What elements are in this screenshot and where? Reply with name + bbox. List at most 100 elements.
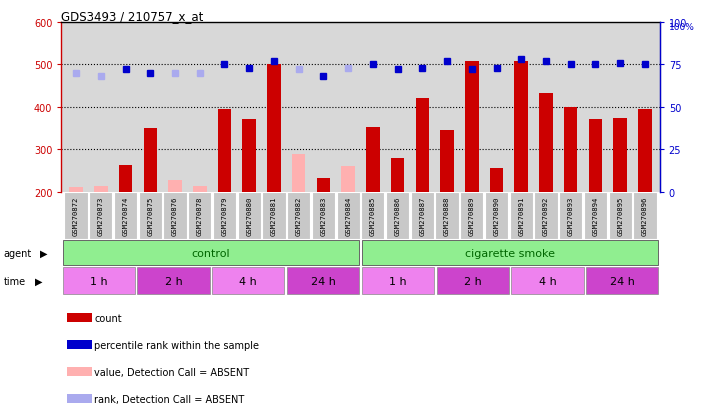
- Text: GSM270883: GSM270883: [320, 196, 327, 235]
- Bar: [564, 108, 578, 192]
- Text: GSM270878: GSM270878: [197, 196, 203, 235]
- Bar: [490, 169, 503, 192]
- Bar: [69, 188, 83, 192]
- Bar: [317, 178, 330, 192]
- Text: 24 h: 24 h: [610, 276, 634, 286]
- Bar: [311, 192, 335, 240]
- Bar: [460, 192, 483, 240]
- Bar: [64, 192, 88, 240]
- Bar: [94, 187, 107, 192]
- Text: control: control: [192, 248, 230, 258]
- Text: 4 h: 4 h: [539, 276, 557, 286]
- Text: 1 h: 1 h: [389, 276, 407, 286]
- Bar: [218, 109, 231, 192]
- Bar: [287, 268, 359, 294]
- Bar: [188, 192, 211, 240]
- Bar: [262, 192, 286, 240]
- Text: rank, Detection Call = ABSENT: rank, Detection Call = ABSENT: [94, 394, 244, 404]
- Bar: [614, 119, 627, 192]
- Bar: [63, 241, 359, 265]
- Text: 24 h: 24 h: [311, 276, 335, 286]
- Bar: [337, 192, 360, 240]
- Bar: [609, 192, 632, 240]
- Bar: [366, 127, 380, 192]
- Text: GSM270885: GSM270885: [370, 196, 376, 235]
- Bar: [586, 268, 658, 294]
- Text: 2 h: 2 h: [164, 276, 182, 286]
- Bar: [633, 192, 657, 240]
- Bar: [238, 192, 261, 240]
- Bar: [164, 192, 187, 240]
- Text: 1 h: 1 h: [90, 276, 107, 286]
- Text: time: time: [4, 276, 26, 286]
- Bar: [485, 192, 508, 240]
- Bar: [292, 155, 306, 192]
- Bar: [193, 187, 206, 192]
- Bar: [515, 62, 528, 192]
- Text: 2 h: 2 h: [464, 276, 482, 286]
- Bar: [588, 120, 602, 192]
- Text: ▶: ▶: [35, 276, 42, 286]
- Text: GSM270896: GSM270896: [642, 196, 648, 235]
- Bar: [362, 268, 434, 294]
- Bar: [168, 180, 182, 192]
- Bar: [465, 62, 479, 192]
- Bar: [411, 192, 434, 240]
- Bar: [436, 268, 509, 294]
- Text: GSM270879: GSM270879: [221, 196, 228, 235]
- Bar: [435, 192, 459, 240]
- Bar: [114, 192, 137, 240]
- Bar: [638, 109, 652, 192]
- Bar: [584, 192, 607, 240]
- Text: ▶: ▶: [40, 248, 47, 258]
- Text: GSM270874: GSM270874: [123, 196, 128, 235]
- Text: GSM270880: GSM270880: [247, 196, 252, 235]
- Text: GSM270888: GSM270888: [444, 196, 450, 235]
- Text: GSM270876: GSM270876: [172, 196, 178, 235]
- Bar: [67, 394, 92, 403]
- Bar: [143, 128, 157, 192]
- Bar: [510, 192, 533, 240]
- Text: percentile rank within the sample: percentile rank within the sample: [94, 340, 259, 350]
- Text: GSM270893: GSM270893: [567, 196, 574, 235]
- Bar: [242, 119, 256, 192]
- Text: count: count: [94, 313, 122, 323]
- Text: 4 h: 4 h: [239, 276, 257, 286]
- Bar: [67, 340, 92, 349]
- Bar: [361, 192, 384, 240]
- Text: GSM270881: GSM270881: [271, 196, 277, 235]
- Bar: [391, 159, 404, 192]
- Bar: [63, 268, 135, 294]
- Bar: [137, 268, 210, 294]
- Bar: [67, 313, 92, 323]
- Text: GSM270873: GSM270873: [98, 196, 104, 235]
- Bar: [212, 268, 285, 294]
- Text: GSM270890: GSM270890: [493, 196, 500, 235]
- Bar: [534, 192, 557, 240]
- Text: GSM270891: GSM270891: [518, 196, 524, 235]
- Text: GSM270884: GSM270884: [345, 196, 351, 235]
- Bar: [362, 241, 658, 265]
- Bar: [67, 367, 92, 376]
- Text: GSM270887: GSM270887: [420, 196, 425, 235]
- Text: value, Detection Call = ABSENT: value, Detection Call = ABSENT: [94, 367, 249, 377]
- Text: GSM270882: GSM270882: [296, 196, 301, 235]
- Bar: [511, 268, 584, 294]
- Bar: [287, 192, 310, 240]
- Bar: [341, 167, 355, 192]
- Bar: [539, 94, 553, 192]
- Bar: [559, 192, 583, 240]
- Bar: [213, 192, 236, 240]
- Text: GSM270889: GSM270889: [469, 196, 474, 235]
- Text: GSM270895: GSM270895: [617, 196, 623, 235]
- Bar: [415, 99, 429, 192]
- Text: GSM270894: GSM270894: [593, 196, 598, 235]
- Bar: [386, 192, 410, 240]
- Bar: [89, 192, 112, 240]
- Text: GSM270892: GSM270892: [543, 196, 549, 235]
- Text: 100%: 100%: [668, 23, 694, 32]
- Bar: [441, 131, 454, 192]
- Text: GSM270886: GSM270886: [394, 196, 401, 235]
- Bar: [267, 65, 280, 192]
- Text: agent: agent: [4, 248, 32, 258]
